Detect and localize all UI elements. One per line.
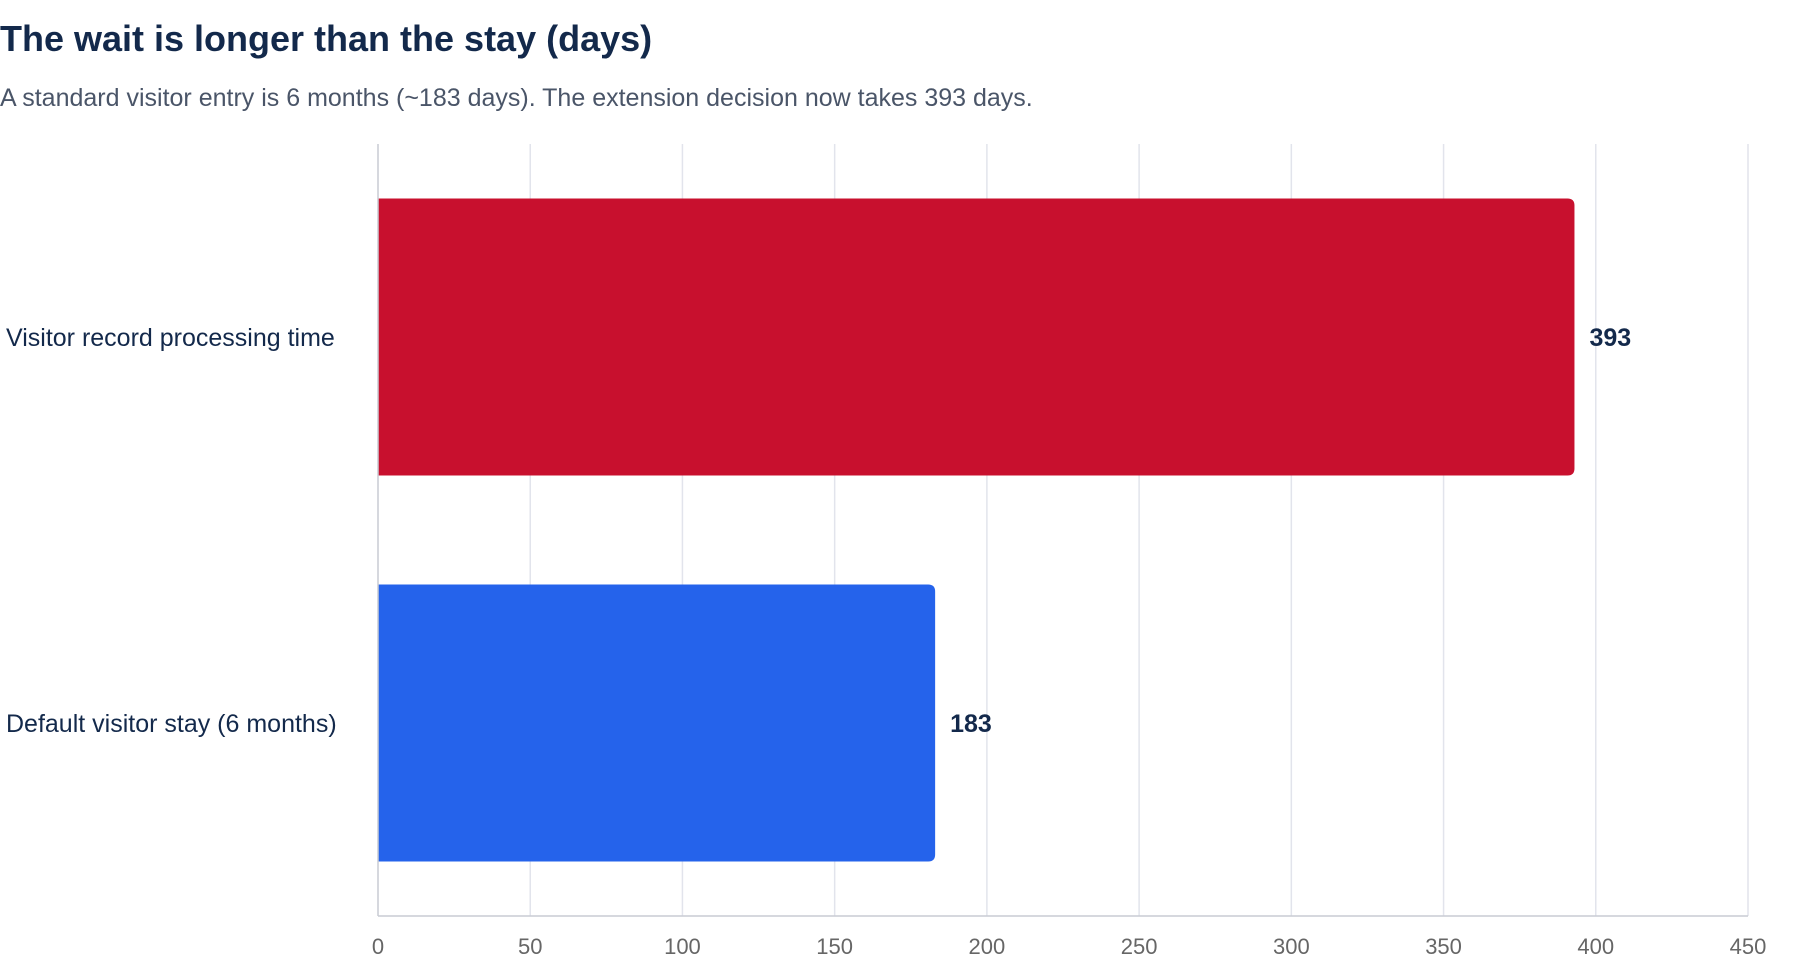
- x-tick-label-0: 0: [372, 934, 384, 959]
- x-tick-label-400: 400: [1577, 934, 1614, 959]
- value-label-1: 393: [1589, 324, 1631, 352]
- axes: [377, 144, 1748, 917]
- x-tick-label-450: 450: [1730, 934, 1767, 959]
- bar-1: [378, 198, 1575, 476]
- x-tick-label-50: 50: [518, 934, 542, 959]
- chart-title: The wait is longer than the stay (days): [0, 18, 653, 59]
- x-tick-label-350: 350: [1425, 934, 1462, 959]
- x-tick-label-150: 150: [816, 934, 853, 959]
- x-tick-label-200: 200: [969, 934, 1006, 959]
- category-label-1: Visitor record processing time: [6, 324, 335, 352]
- x-tick-label-250: 250: [1121, 934, 1158, 959]
- labels: 0 50 100 150 200 250 300 350 400 450 Visitor recor…: [6, 324, 1766, 959]
- x-tick-label-300: 300: [1273, 934, 1310, 959]
- chart-subtitle: A standard visitor entry is 6 months (~1…: [0, 84, 1033, 112]
- category-label-2: Default visitor stay (6 months): [6, 710, 337, 738]
- x-tick-label-100: 100: [664, 934, 701, 959]
- value-label-2: 183: [950, 710, 992, 738]
- bars: [378, 198, 1575, 862]
- bar-2: [378, 584, 936, 862]
